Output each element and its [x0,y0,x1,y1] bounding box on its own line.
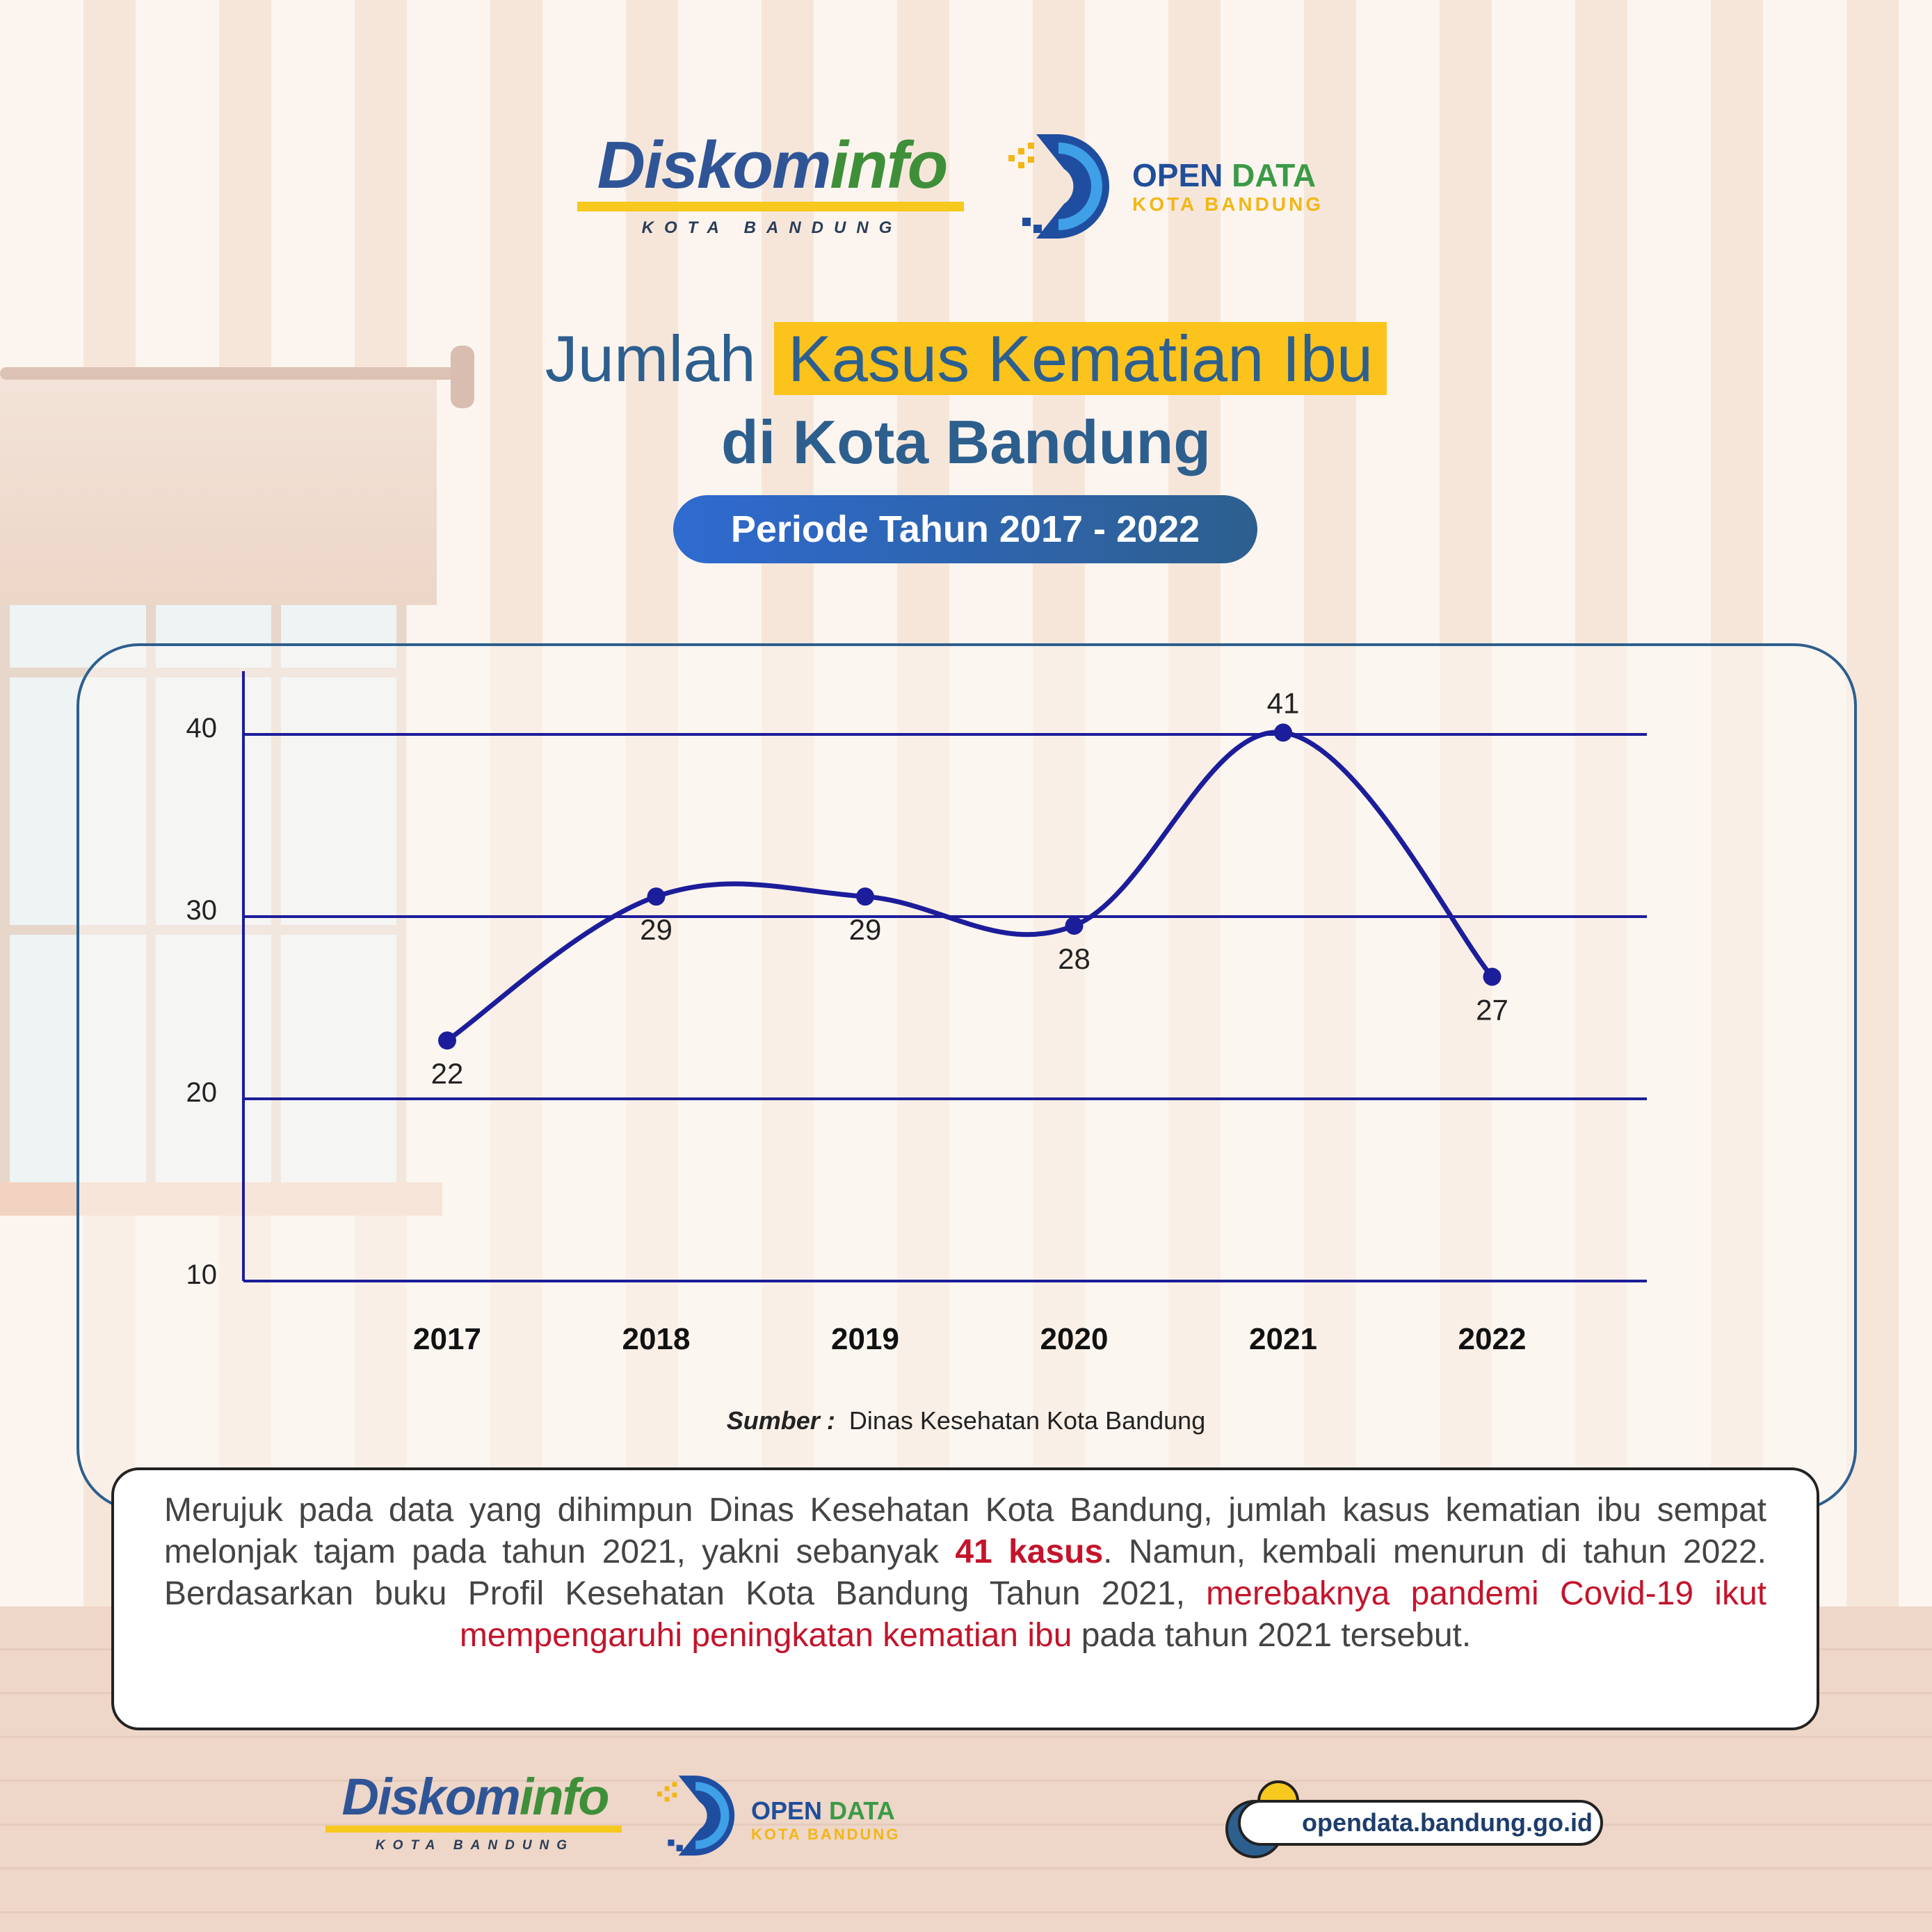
opendata-emblem-icon [1008,134,1109,239]
data-point-2019 [856,887,874,906]
window-blind [0,376,437,605]
chart-card [77,643,1857,1511]
x-tick-label: 2017 [413,1322,481,1356]
highlight-covid: merebaknya pandemi Covid-19 ikut mempeng… [459,1575,1767,1654]
y-tick-label: 40 [186,713,218,743]
period-badge: Periode Tahun 2017 - 2022 [673,495,1257,563]
blind-knob [451,346,474,408]
data-label-2018: 29 [640,913,673,946]
highlight-cases: 41 kasus [955,1533,1104,1570]
page-subtitle: di Kota Bandung [721,408,1211,476]
x-tick-label: 2021 [1249,1322,1317,1356]
data-point-2020 [1065,917,1084,935]
y-tick-label: 20 [186,1077,218,1108]
data-point-2017 [438,1031,456,1050]
x-tick-label: 2018 [622,1322,691,1356]
data-point-2021 [1274,723,1292,742]
data-point-2018 [647,887,666,906]
description-box: Merujuk pada data yang dihimpun Dinas Ke… [111,1467,1819,1730]
x-tick-label: 2020 [1040,1322,1109,1356]
footer-opendata-emblem-icon [657,1776,735,1856]
diskominfo-logo: Diskominfo KOTA BANDUNG [577,131,967,238]
data-label-2020: 28 [1058,942,1090,975]
chart-source: Sumber : Dinas Kesehatan Kota Bandung [726,1406,1206,1435]
data-label-2019: 29 [849,913,882,946]
data-label-2021: 41 [1267,686,1300,719]
series-line [446,730,1495,1043]
data-label-2017: 22 [431,1057,464,1090]
page-title: Jumlah Kasus Kematian Ibu [0,321,1932,396]
website-link[interactable]: opendata.bandung.go.id [1238,1800,1603,1846]
footer-diskominfo-logo: Diskominfo KOTA BANDUNG [325,1770,625,1853]
title-highlight: Kasus Kematian Ibu [773,322,1387,395]
blind-rod [0,367,459,380]
y-tick-label: 10 [186,1259,218,1290]
data-label-2022: 27 [1476,993,1508,1026]
x-tick-label: 2019 [831,1322,899,1356]
y-tick-label: 30 [186,895,218,926]
data-point-2022 [1483,967,1502,986]
x-tick-label: 2022 [1458,1322,1527,1356]
